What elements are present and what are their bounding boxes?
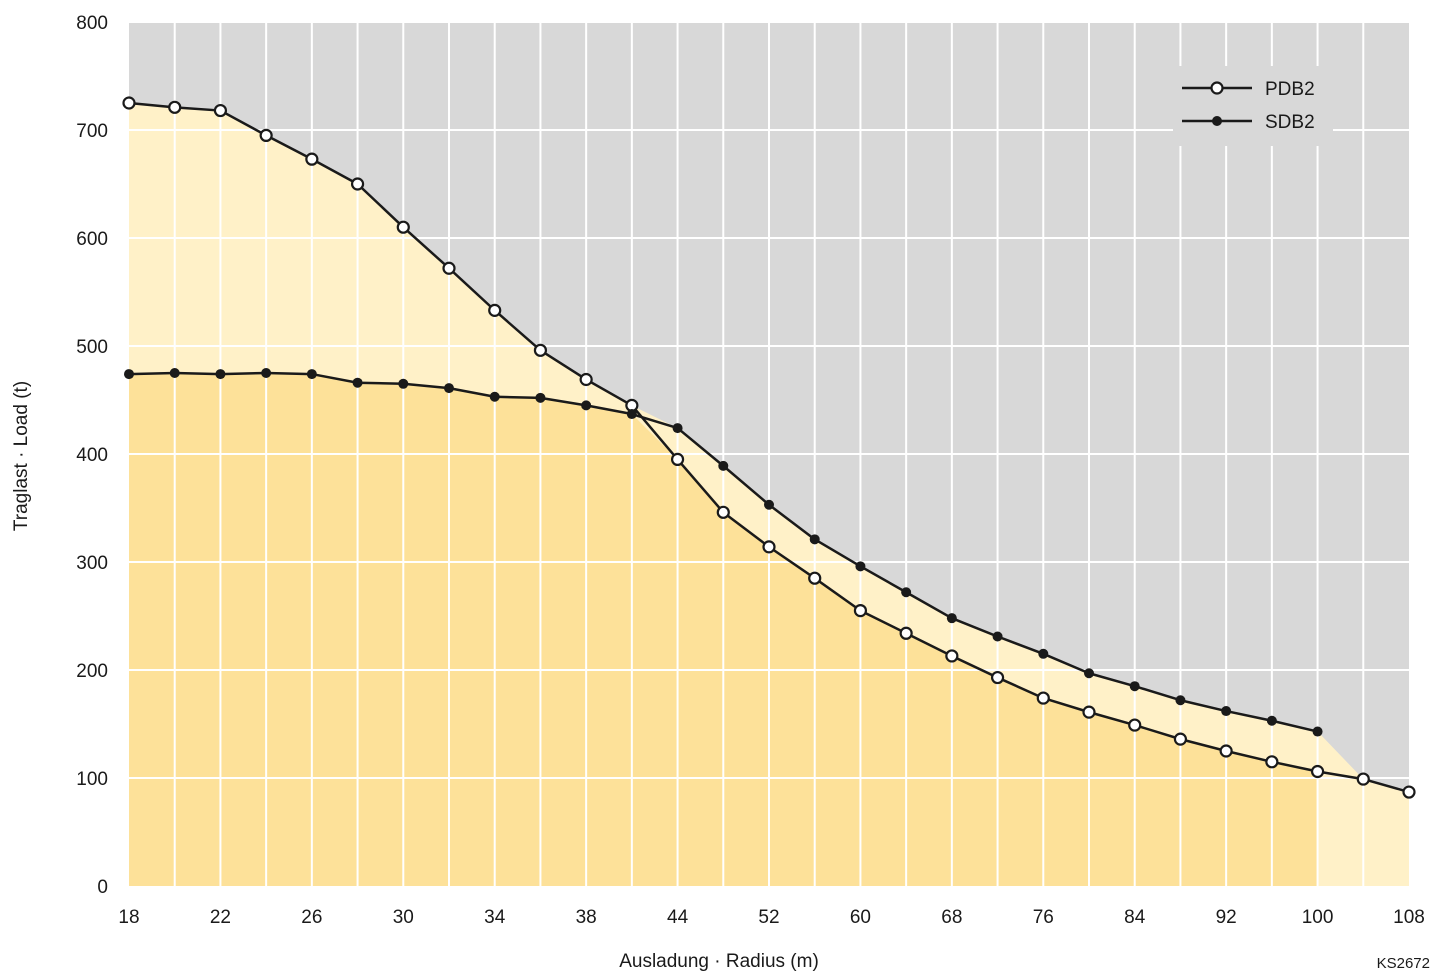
point-sdb2	[992, 631, 1003, 642]
chart-code: KS2672	[1377, 955, 1430, 972]
point-pdb2	[1402, 785, 1416, 799]
x-tick-label: 38	[576, 907, 597, 928]
x-tick-label: 26	[301, 907, 322, 928]
point-pdb2	[213, 103, 228, 118]
point-sdb2	[809, 534, 820, 545]
point-pdb2	[1310, 764, 1325, 779]
legend-label-sdb2: SDB2	[1265, 112, 1315, 133]
point-layer	[122, 96, 1416, 799]
x-tick-label: 44	[667, 907, 689, 928]
y-tick-label: 0	[97, 877, 108, 898]
point-sdb2	[124, 369, 134, 380]
point-sdb2	[1312, 726, 1323, 737]
y-axis-label: Traglast · Load (t)	[11, 381, 32, 531]
x-tick-label: 84	[1124, 907, 1146, 928]
point-sdb2	[1084, 668, 1094, 679]
point-sdb2	[444, 383, 454, 394]
point-sdb2	[672, 423, 683, 434]
point-pdb2	[1356, 772, 1370, 786]
point-pdb2	[1082, 705, 1096, 719]
point-sdb2	[1175, 695, 1186, 706]
point-sdb2	[1221, 706, 1232, 717]
point-sdb2	[352, 377, 363, 388]
legend: PDB2 SDB2	[1173, 66, 1333, 146]
point-pdb2	[762, 540, 776, 554]
point-sdb2	[169, 368, 180, 378]
x-tick-label: 34	[484, 907, 506, 928]
x-tick-label: 68	[941, 907, 962, 928]
point-sdb2	[626, 409, 637, 420]
y-tick-label: 700	[76, 121, 108, 142]
point-pdb2	[990, 670, 1005, 685]
x-tick-label: 100	[1302, 907, 1334, 928]
point-sdb2	[1038, 648, 1049, 659]
x-tick-label: 22	[210, 907, 231, 928]
point-sdb2	[718, 460, 729, 471]
point-pdb2	[1173, 732, 1188, 746]
point-sdb2	[306, 369, 317, 380]
point-pdb2	[1265, 755, 1279, 769]
legend-marker-sdb2	[1212, 116, 1222, 126]
point-pdb2	[442, 261, 456, 275]
point-sdb2	[215, 369, 226, 380]
point-sdb2	[581, 400, 592, 411]
point-pdb2	[533, 343, 548, 357]
y-tick-label: 300	[76, 553, 108, 574]
x-tick-label: 108	[1393, 907, 1425, 928]
point-sdb2	[946, 613, 957, 624]
point-pdb2	[579, 372, 593, 387]
y-tick-label: 800	[76, 13, 108, 34]
x-tick-label: 30	[393, 907, 414, 928]
point-pdb2	[350, 177, 365, 191]
y-tick-label: 600	[76, 229, 108, 250]
point-pdb2	[1128, 718, 1142, 732]
point-sdb2	[261, 368, 272, 378]
point-pdb2	[122, 96, 136, 110]
point-pdb2	[259, 128, 273, 142]
legend-label-pdb2: PDB2	[1265, 79, 1315, 100]
point-pdb2	[305, 152, 319, 166]
point-pdb2	[1219, 744, 1233, 758]
y-tick-label: 400	[76, 445, 108, 466]
point-pdb2	[670, 452, 685, 466]
y-tick-label: 200	[76, 661, 108, 682]
x-tick-label: 76	[1033, 907, 1054, 928]
point-pdb2	[716, 505, 730, 519]
point-sdb2	[1266, 715, 1277, 726]
point-pdb2	[853, 603, 868, 618]
point-sdb2	[764, 499, 774, 510]
point-sdb2	[855, 561, 866, 572]
x-tick-label: 52	[758, 907, 779, 928]
tick-layer: 0 100 200 300 400 500 600 700 800 18 22 26 30 34 38 44 5…	[76, 13, 1425, 928]
x-tick-label: 60	[850, 907, 871, 928]
point-sdb2	[535, 392, 546, 403]
point-sdb2	[398, 378, 409, 389]
y-tick-label: 100	[76, 769, 108, 790]
point-pdb2	[1036, 691, 1050, 705]
x-axis-label: Ausladung · Radius (m)	[619, 951, 819, 972]
x-tick-label: 18	[118, 907, 139, 928]
point-pdb2	[396, 220, 410, 234]
legend-box	[1173, 66, 1333, 146]
y-tick-label: 500	[76, 337, 108, 358]
point-pdb2	[899, 626, 913, 640]
legend-marker-pdb2	[1210, 81, 1224, 95]
point-pdb2	[168, 100, 182, 114]
x-tick-label: 92	[1216, 907, 1237, 928]
point-pdb2	[808, 571, 822, 585]
point-sdb2	[1129, 681, 1140, 692]
point-pdb2	[488, 303, 502, 317]
grid-layer	[129, 21, 1409, 886]
point-sdb2	[489, 391, 500, 402]
point-sdb2	[901, 587, 912, 598]
point-pdb2	[945, 649, 959, 663]
